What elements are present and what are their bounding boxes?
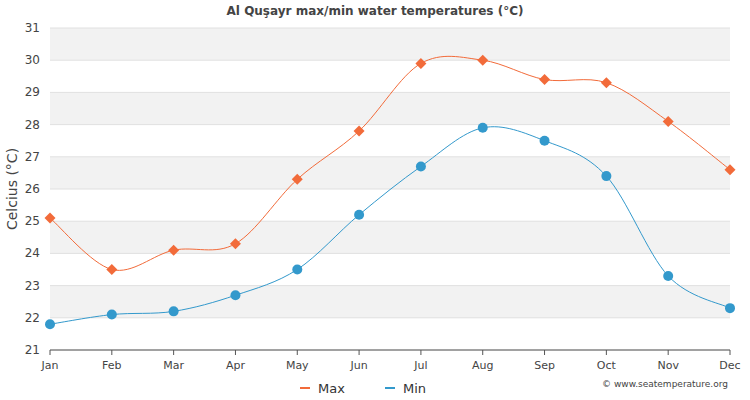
x-tick-label: Oct: [597, 359, 617, 372]
grid-line: [50, 28, 730, 29]
data-point: [725, 303, 735, 313]
data-point: [539, 74, 550, 85]
y-tick-label: 29: [25, 85, 40, 99]
series-line: [50, 127, 730, 325]
data-point: [540, 136, 550, 146]
chart-root: 21 22 23 24 25 26 27 28 29 30 31 Jan Feb Mar Apr May Jun…: [0, 0, 750, 400]
plot-area: [45, 55, 736, 330]
y-tick-label: 22: [25, 311, 40, 325]
data-point: [230, 238, 241, 249]
grid-band: [50, 28, 730, 60]
x-tick-label: Sep: [534, 359, 555, 372]
chart: 21 22 23 24 25 26 27 28 29 30 31 Jan Feb Mar Apr May Jun…: [0, 0, 750, 400]
grid-band: [50, 221, 730, 253]
x-tick: [606, 350, 607, 355]
data-point: [601, 77, 612, 88]
y-tick-label: 31: [25, 21, 40, 35]
x-tick-label: Apr: [226, 359, 246, 372]
y-tick-label: 28: [25, 118, 40, 132]
y-tick-label: 27: [25, 150, 40, 164]
data-point: [478, 123, 488, 133]
y-tick-label: 23: [25, 279, 40, 293]
legend-symbol: [300, 387, 310, 389]
x-tick: [235, 350, 236, 355]
x-tick: [173, 350, 174, 355]
data-point: [169, 306, 179, 316]
data-point: [106, 264, 117, 275]
x-tick: [482, 350, 483, 355]
x-axis: [50, 350, 730, 351]
data-point: [168, 245, 179, 256]
legend-label: Max: [318, 381, 345, 396]
credit: © www.seatemperature.org: [602, 379, 728, 389]
x-tick-label: Jun: [349, 359, 367, 372]
grid-line: [50, 253, 730, 254]
grid-line: [50, 221, 730, 222]
grid-line: [50, 285, 730, 286]
x-tick-label: May: [286, 359, 309, 372]
x-tick: [50, 350, 51, 355]
x-tick-label: Jan: [41, 359, 59, 372]
x-tick-label: Feb: [102, 359, 121, 372]
x-tick: [668, 350, 669, 355]
data-point: [354, 210, 364, 220]
data-point: [663, 116, 674, 127]
x-tick: [297, 350, 298, 355]
data-point: [292, 174, 303, 185]
y-tick-label: 30: [25, 53, 40, 67]
y-tick-label: 21: [25, 343, 40, 357]
grid-band: [50, 157, 730, 189]
data-point: [601, 171, 611, 181]
x-tick: [730, 350, 731, 355]
x-tick: [111, 350, 112, 355]
legend-label: Min: [403, 381, 426, 396]
data-point: [477, 55, 488, 66]
data-point: [230, 290, 240, 300]
y-tick-label: 25: [25, 214, 40, 228]
data-point: [45, 212, 56, 223]
series-line: [50, 56, 730, 270]
grid-line: [50, 317, 730, 318]
x-tick-label: Nov: [657, 359, 679, 372]
x-tick-label: Mar: [163, 359, 184, 372]
x-tick-label: Jul: [413, 359, 427, 372]
grid-line: [50, 350, 730, 351]
data-point: [663, 271, 673, 281]
y-tick-label: 26: [25, 182, 40, 196]
y-axis-label: Celcius (°C): [4, 148, 20, 230]
grid-line: [50, 156, 730, 157]
data-point: [725, 164, 736, 175]
x-tick: [359, 350, 360, 355]
x-tick-label: Dec: [719, 359, 740, 372]
y-tick-label: 24: [25, 246, 40, 260]
grid-line: [50, 124, 730, 125]
x-tick-label: Aug: [472, 359, 493, 372]
grid-line: [50, 60, 730, 61]
data-point: [415, 58, 426, 69]
legend-symbol: [385, 387, 395, 389]
x-tick: [544, 350, 545, 355]
grid-band: [50, 92, 730, 124]
data-point: [292, 265, 302, 275]
title: Al Quşayr max/min water temperatures (°C…: [227, 4, 524, 18]
x-tick: [420, 350, 421, 355]
data-point: [416, 161, 426, 171]
data-point: [45, 319, 55, 329]
data-point: [107, 310, 117, 320]
data-point: [354, 126, 365, 137]
